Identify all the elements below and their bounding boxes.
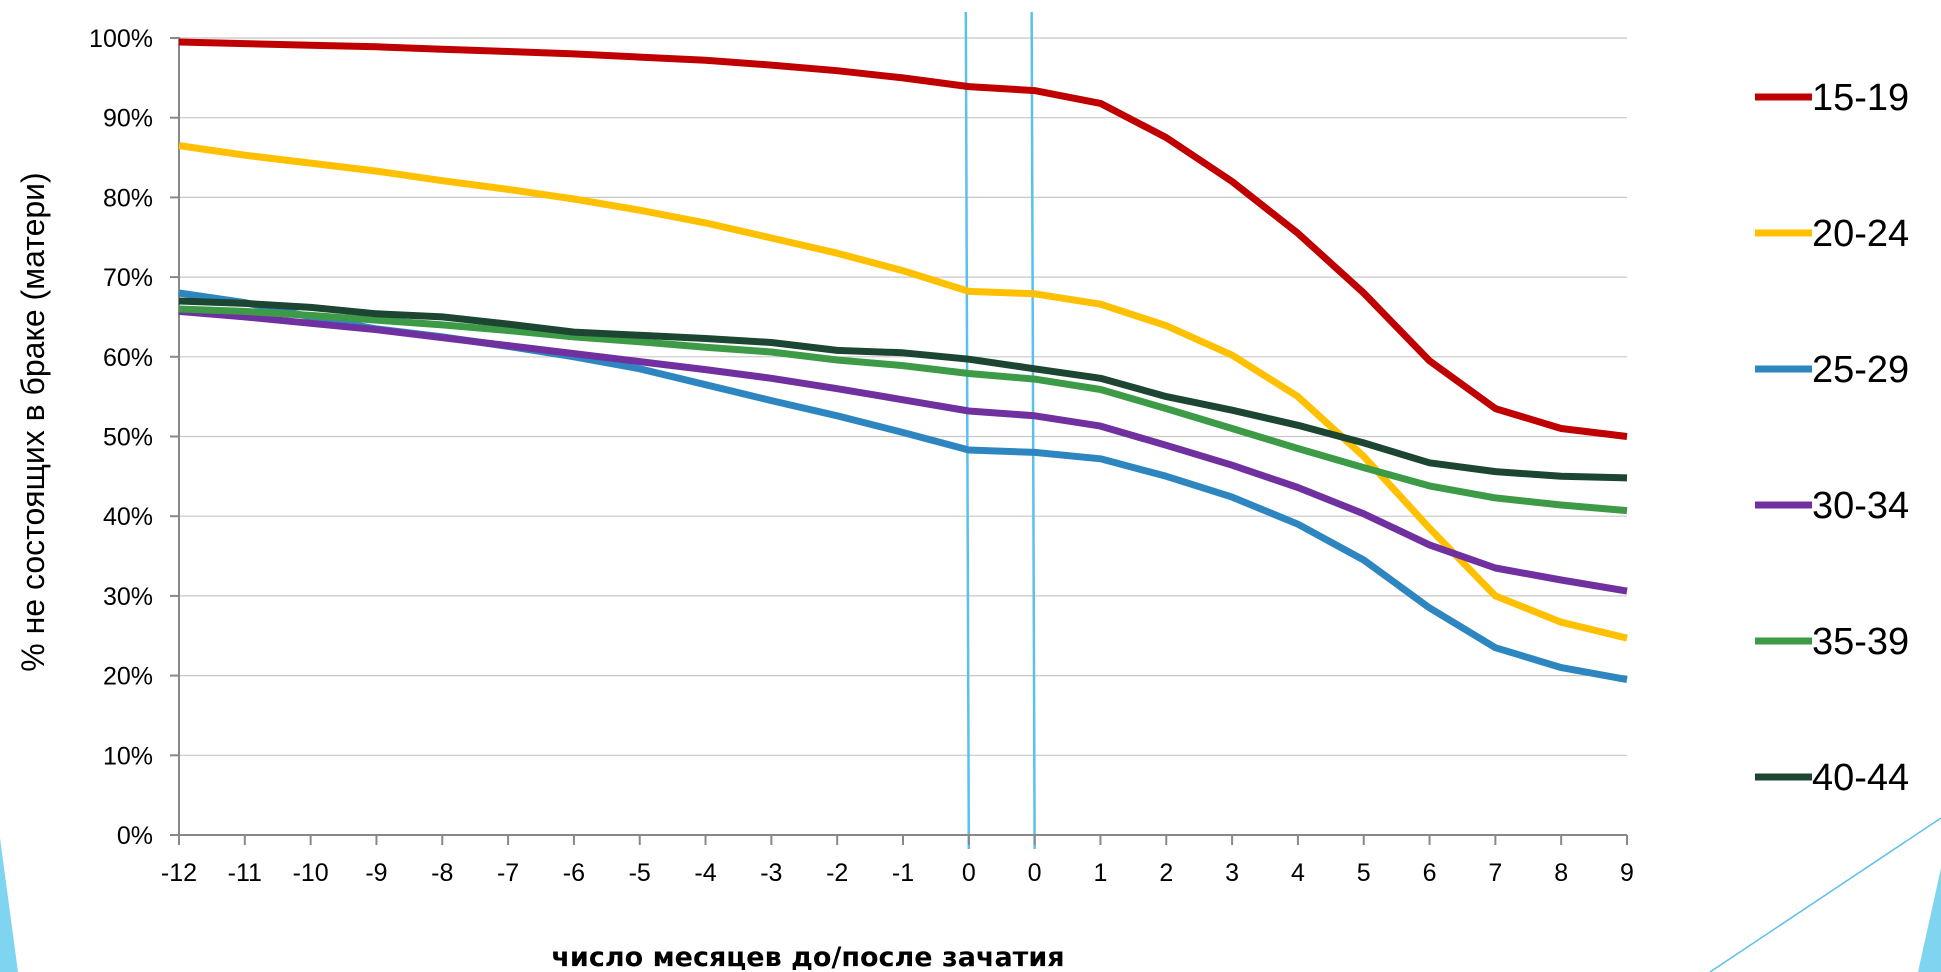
- decorative-corner-accents: [0, 817, 1941, 972]
- series-line-20-24: [178, 142, 1628, 642]
- gridlines: [179, 37, 1627, 756]
- reference-line: [1030, 11, 1036, 850]
- y-tick-label: 0%: [117, 822, 153, 850]
- series-line-30-34: [178, 307, 1628, 595]
- y-tick-label: 30%: [103, 583, 153, 611]
- series-line-40-44: [178, 297, 1628, 482]
- x-tick-label: -9: [365, 859, 387, 887]
- axes: [170, 37, 1628, 845]
- y-tick-label: 100%: [89, 25, 153, 53]
- x-tick-label: -4: [694, 859, 716, 887]
- y-tick-label: 10%: [103, 742, 153, 770]
- legend-item-35-39: 35-39: [1755, 621, 1909, 663]
- x-tick-label: 2: [1159, 859, 1173, 887]
- x-tick-label: -10: [293, 859, 329, 887]
- x-tick-label: 7: [1488, 859, 1502, 887]
- legend-item-40-44: 40-44: [1755, 757, 1909, 799]
- x-tick-label: -3: [760, 859, 782, 887]
- x-tick-label: -12: [161, 859, 197, 887]
- legend-label: 35-39: [1812, 621, 1909, 663]
- x-tick-label: 0: [1028, 859, 1042, 887]
- y-tick-label: 90%: [103, 105, 153, 133]
- series-line-35-39: [178, 305, 1628, 515]
- x-tick-label: 0: [962, 859, 976, 887]
- legend-label: 30-34: [1812, 485, 1909, 527]
- legend-label: 20-24: [1812, 213, 1909, 255]
- legend-item-25-29: 25-29: [1755, 349, 1909, 391]
- x-tick-label: -6: [563, 859, 585, 887]
- x-tick-label: 3: [1225, 859, 1239, 887]
- corner-accent-line: [1709, 817, 1941, 972]
- legend-label: 40-44: [1812, 757, 1909, 799]
- series-line-15-19: [178, 38, 1628, 440]
- x-tick-label: 1: [1094, 859, 1108, 887]
- y-tick-label: 60%: [103, 344, 153, 372]
- legend-label: 15-19: [1812, 77, 1909, 119]
- reference-line: [964, 11, 971, 850]
- legend-label: 25-29: [1812, 349, 1909, 391]
- x-tick-label: 9: [1620, 859, 1634, 887]
- data-series: [178, 38, 1628, 684]
- x-tick-label: 5: [1357, 859, 1371, 887]
- y-tick-labels: 0% 10% 20% 30% 40% 50% 60% 70% 80% 90% 100%: [89, 25, 153, 850]
- legend: 15-19 20-24 25-29 30-34 35-39 40-44: [1755, 77, 1909, 799]
- x-tick-label: -1: [892, 859, 914, 887]
- x-tick-label: 6: [1423, 859, 1437, 887]
- legend-item-30-34: 30-34: [1755, 485, 1909, 527]
- x-tick-label: 8: [1554, 859, 1568, 887]
- y-tick-label: 40%: [103, 503, 153, 531]
- corner-accent-left: [0, 838, 18, 972]
- y-tick-label: 20%: [103, 663, 153, 691]
- x-tick-label: -8: [431, 859, 453, 887]
- legend-item-20-24: 20-24: [1755, 213, 1909, 255]
- x-tick-label: -7: [497, 859, 519, 887]
- x-tick-label: -11: [228, 859, 262, 887]
- y-tick-label: 50%: [103, 424, 153, 452]
- x-tick-label: -2: [826, 859, 848, 887]
- x-axis-title: число месяцев до/после зачатия: [551, 942, 1064, 972]
- corner-accent-right: [1918, 868, 1941, 972]
- x-tick-label: -5: [629, 859, 651, 887]
- y-tick-label: 70%: [103, 264, 153, 292]
- legend-item-15-19: 15-19: [1755, 77, 1909, 119]
- reference-lines: [964, 11, 1036, 850]
- x-tick-label: 4: [1291, 859, 1305, 887]
- x-tick-labels: -12 -11 -10 -9 -8 -7 -6 -5 -4 -3 -2 -1 0 0 1 2 3 4 5 6 7 8 9: [161, 859, 1634, 887]
- y-tick-label: 80%: [103, 184, 153, 212]
- y-axis-title: % не состоящих в браке (матери): [15, 172, 51, 671]
